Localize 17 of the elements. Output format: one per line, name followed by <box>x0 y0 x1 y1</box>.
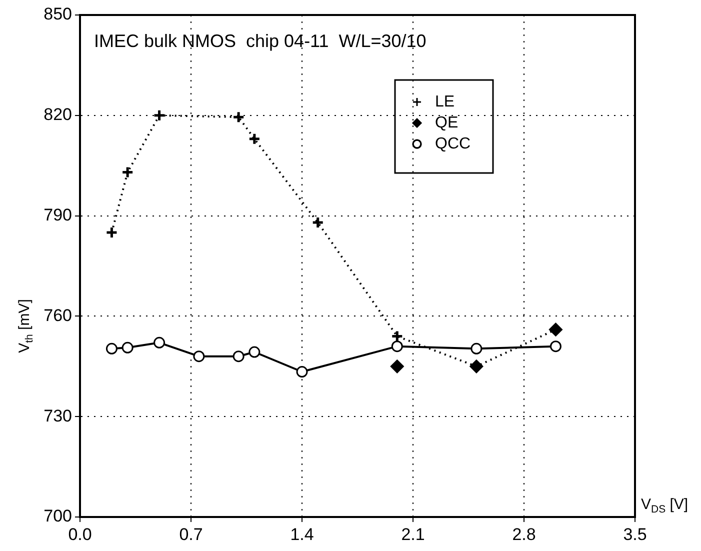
y-tick-label: 730 <box>44 406 72 426</box>
x-tick-label: 1.4 <box>290 524 314 544</box>
y-axis-title: Vth [mV] <box>16 299 36 353</box>
x-tick-label: 2.8 <box>512 524 536 544</box>
legend-label: QCC <box>435 135 471 152</box>
x-tick-label: 2.1 <box>401 524 425 544</box>
y-tick-label: 790 <box>44 205 72 224</box>
text: IMEC bulk NMOS chip 04-11 W/L=30/10 <box>94 30 426 51</box>
x-tick-label: 3.5 <box>623 524 647 544</box>
y-tick-label: 700 <box>44 506 72 526</box>
y-tick-label: 820 <box>44 105 72 124</box>
x-tick-label: 0.0 <box>68 524 92 544</box>
y-tick-label: 760 <box>44 306 72 325</box>
legend-label: LE <box>435 93 455 110</box>
y-tick-label: 850 <box>44 4 72 24</box>
x-tick-label: 0.7 <box>179 524 203 544</box>
legend-label: QE <box>435 114 458 132</box>
